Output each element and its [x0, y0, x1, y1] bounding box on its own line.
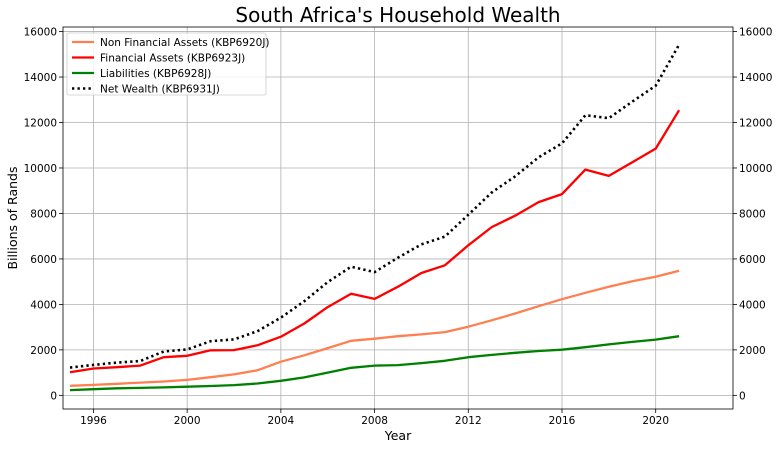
x-tick-label: 2004: [267, 415, 294, 427]
series-line-2: [69, 335, 680, 392]
y-tick-label-left: 10000: [24, 163, 57, 175]
x-axis-ticks: 1996 2000 2004 2008 2012 2016 2020: [80, 409, 669, 427]
y-tick-label-right: 12000: [739, 118, 772, 130]
legend-label-2: Liabilities (KBP6928J): [100, 68, 211, 80]
y-tick-label-left: 6000: [30, 254, 57, 266]
series-line-3: [69, 44, 681, 369]
series-line-0: [69, 269, 680, 387]
grid: [63, 27, 733, 409]
y-tick-label-left: 4000: [30, 299, 57, 311]
y-tick-label-left: 2000: [30, 345, 57, 357]
y-tick-label-right: 4000: [739, 299, 766, 311]
legend-box: [66, 32, 267, 96]
x-tick-label: 2000: [174, 415, 201, 427]
y-tick-label-right: 16000: [739, 27, 772, 39]
x-axis-title: Year: [384, 428, 412, 443]
x-tick-label: 1996: [80, 415, 107, 427]
y-tick-label-left: 14000: [24, 72, 57, 84]
y-axis-right-ticks: 0 2000 4000 6000 8000 10000 12000 14000 16000: [733, 27, 772, 402]
chart-title: South Africa's Household Wealth: [235, 3, 560, 27]
series-layer: [69, 44, 681, 392]
legend: Non Financial Assets (KBP6920J) Financial…: [66, 32, 270, 96]
x-tick-label: 2020: [642, 415, 669, 427]
y-tick-label-right: 10000: [739, 163, 772, 175]
y-tick-label-right: 14000: [739, 72, 772, 84]
x-tick-label: 2016: [549, 415, 576, 427]
legend-label-1: Financial Assets (KBP6923J): [100, 53, 245, 65]
y-tick-label-right: 0: [739, 390, 746, 402]
legend-label-0: Non Financial Assets (KBP6920J): [100, 37, 270, 49]
y-tick-label-right: 6000: [739, 254, 766, 266]
y-tick-label-right: 2000: [739, 345, 766, 357]
y-axis-title: Billions of Rands: [5, 167, 20, 270]
x-tick-label: 2008: [361, 415, 388, 427]
legend-label-3: Net Wealth (KBP6931J): [100, 84, 220, 96]
y-tick-label-left: 12000: [24, 118, 57, 130]
y-axis-left-ticks: 0 2000 4000 6000 8000 10000 12000 14000 16000: [24, 27, 63, 402]
y-tick-label-right: 8000: [739, 208, 766, 220]
y-tick-label-left: 8000: [30, 208, 57, 220]
x-tick-label: 2012: [455, 415, 482, 427]
y-tick-label-left: 0: [50, 390, 57, 402]
y-tick-label-left: 16000: [24, 27, 57, 39]
plot-frame: [62, 26, 734, 410]
series-line-1: [69, 109, 681, 374]
